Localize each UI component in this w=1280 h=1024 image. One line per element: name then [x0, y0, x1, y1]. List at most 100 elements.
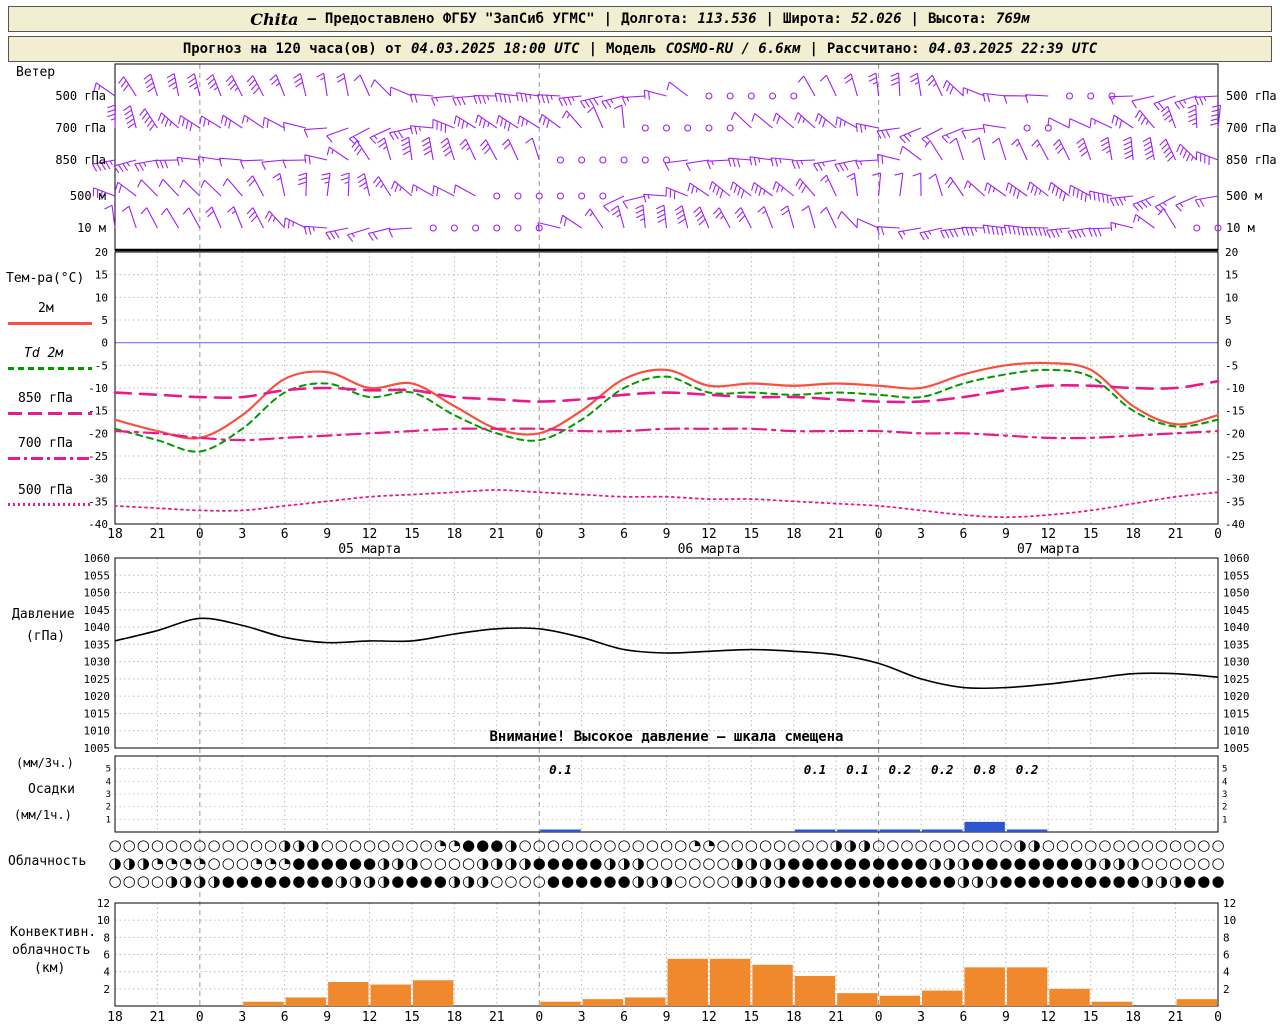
pressure-panel-label: Давление: [12, 607, 75, 622]
svg-text:9: 9: [663, 1010, 671, 1024]
svg-text:●: ●: [264, 872, 277, 890]
convective-bars: [243, 958, 1217, 1006]
svg-text:0: 0: [101, 337, 108, 350]
svg-text:0: 0: [1225, 337, 1232, 350]
svg-text:21: 21: [828, 1010, 844, 1024]
separator: |: [809, 41, 818, 57]
svg-text:●: ●: [872, 872, 885, 890]
pressure-warning: Внимание! Высокое давление — шкала смеще…: [489, 729, 844, 745]
svg-text:○: ○: [688, 872, 701, 890]
svg-text:-15: -15: [1225, 405, 1245, 418]
svg-text:◑: ◑: [462, 872, 475, 890]
svg-text:0: 0: [535, 527, 543, 542]
svg-text:○: ○: [250, 836, 263, 854]
svg-text:1005: 1005: [1223, 742, 1250, 755]
longitude-value: 113.536: [697, 11, 757, 27]
svg-text:○: ○: [1169, 836, 1182, 854]
svg-text:●: ●: [787, 854, 800, 872]
svg-text:1045: 1045: [1223, 604, 1250, 617]
svg-text:●: ●: [321, 872, 334, 890]
svg-text:○: ○: [519, 872, 532, 890]
svg-text:◑: ◑: [632, 854, 645, 872]
svg-text:○: ○: [1127, 836, 1140, 854]
svg-text:◑: ◑: [363, 872, 376, 890]
svg-text:○: ○: [872, 836, 885, 854]
svg-text:◑: ◑: [292, 836, 305, 854]
svg-text:●: ●: [434, 872, 447, 890]
svg-text:○: ○: [618, 836, 631, 854]
svg-text:○: ○: [957, 836, 970, 854]
svg-text:○: ○: [999, 836, 1012, 854]
svg-text:-35: -35: [1225, 495, 1245, 508]
temp-panel-label: Тем-ра(°C): [6, 271, 85, 286]
latitude-label: Широта:: [782, 11, 842, 27]
svg-text:-40: -40: [88, 518, 108, 531]
svg-text:○: ○: [1070, 836, 1083, 854]
svg-text:●: ●: [1028, 872, 1041, 890]
svg-text:18: 18: [447, 1010, 463, 1024]
svg-text:12: 12: [362, 1010, 378, 1024]
svg-text:◑: ◑: [759, 854, 772, 872]
svg-text:0: 0: [1214, 527, 1222, 542]
svg-text:○: ○: [900, 836, 913, 854]
svg-text:○: ○: [1141, 836, 1154, 854]
svg-text:18: 18: [786, 1010, 802, 1024]
svg-text:9: 9: [1002, 1010, 1010, 1024]
svg-text:●: ●: [561, 872, 574, 890]
svg-text:○: ○: [490, 872, 503, 890]
svg-text:○: ○: [349, 836, 362, 854]
svg-text:●: ●: [985, 854, 998, 872]
pressure-unit-label: (гПа): [26, 629, 66, 644]
svg-text:12: 12: [1223, 897, 1236, 910]
svg-text:15: 15: [95, 269, 108, 282]
svg-text:●: ●: [999, 854, 1012, 872]
svg-text:○: ○: [575, 836, 588, 854]
svg-text:○: ○: [391, 836, 404, 854]
svg-text:◑: ◑: [858, 836, 871, 854]
svg-text:4: 4: [106, 777, 111, 787]
svg-text:1: 1: [1222, 815, 1227, 825]
svg-text:○: ○: [264, 836, 277, 854]
svg-text:◑: ◑: [773, 872, 786, 890]
svg-text:◑: ◑: [476, 872, 489, 890]
svg-text:●: ●: [844, 872, 857, 890]
svg-text:0: 0: [535, 1010, 543, 1024]
svg-text:◑: ◑: [405, 854, 418, 872]
svg-text:21: 21: [828, 527, 844, 542]
legend-2m-line-sample: [8, 322, 92, 325]
svg-text:0: 0: [196, 527, 204, 542]
svg-text:●: ●: [476, 836, 489, 854]
svg-text:20: 20: [1225, 246, 1238, 259]
svg-text:0.2: 0.2: [1016, 762, 1039, 777]
svg-text:1025: 1025: [1223, 673, 1250, 686]
svg-text:○: ○: [165, 836, 178, 854]
altitude-value: 769м: [996, 11, 1030, 27]
svg-text:◑: ◑: [391, 854, 404, 872]
svg-text:9: 9: [323, 527, 331, 542]
svg-text:◑: ◑: [137, 854, 150, 872]
svg-text:15: 15: [1225, 269, 1238, 282]
svg-text:-25: -25: [88, 450, 108, 463]
svg-text:●: ●: [1084, 872, 1097, 890]
svg-text:18: 18: [1125, 527, 1141, 542]
svg-text:◑: ◑: [773, 854, 786, 872]
svg-text:10: 10: [95, 291, 108, 304]
svg-text:◑: ◑: [745, 872, 758, 890]
svg-text:◑: ◑: [448, 872, 461, 890]
svg-text:◑: ◑: [504, 836, 517, 854]
svg-text:●: ●: [420, 872, 433, 890]
svg-text:◔: ◔: [278, 854, 291, 872]
svg-text:◑: ◑: [108, 854, 121, 872]
legend-td2m-label: Td 2м: [24, 346, 64, 361]
svg-text:500 м: 500 м: [70, 189, 106, 203]
svg-text:◑: ◑: [306, 836, 319, 854]
svg-text:○: ○: [1169, 854, 1182, 872]
svg-text:15: 15: [744, 527, 760, 542]
model-value: COSMO-RU / 6.6км: [665, 41, 801, 57]
svg-text:○: ○: [787, 836, 800, 854]
calc-label: Рассчитано:: [826, 41, 920, 57]
svg-text:○: ○: [1155, 854, 1168, 872]
svg-text:◑: ◑: [731, 854, 744, 872]
svg-text:◑: ◑: [929, 854, 942, 872]
svg-text:◑: ◑: [759, 872, 772, 890]
